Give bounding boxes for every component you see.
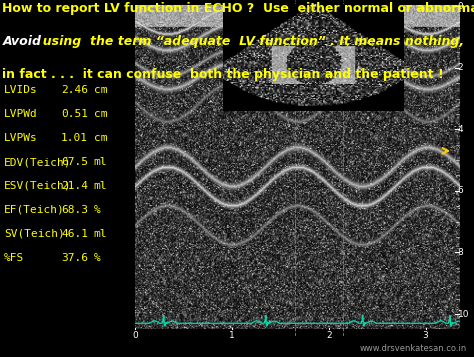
Text: 1.01: 1.01 bbox=[61, 133, 88, 143]
Text: ml: ml bbox=[94, 229, 107, 239]
Text: %: % bbox=[94, 253, 100, 263]
Text: ml: ml bbox=[94, 181, 107, 191]
Text: 21.4: 21.4 bbox=[61, 181, 88, 191]
Text: SV(Teich): SV(Teich) bbox=[4, 229, 65, 239]
Text: using  the term “adequate  LV function” . It means nothing,: using the term “adequate LV function” . … bbox=[34, 35, 464, 48]
Text: cm: cm bbox=[94, 133, 107, 143]
Text: 4: 4 bbox=[457, 125, 463, 134]
Text: 6: 6 bbox=[457, 186, 463, 195]
Text: LVPWd: LVPWd bbox=[4, 109, 38, 119]
Text: 0: 0 bbox=[457, 2, 463, 11]
Text: 2: 2 bbox=[457, 63, 463, 72]
Text: %: % bbox=[94, 205, 100, 215]
Text: 37.6: 37.6 bbox=[61, 253, 88, 263]
Text: Avoid: Avoid bbox=[2, 35, 41, 48]
Text: 2: 2 bbox=[326, 331, 332, 340]
Text: How to report LV function in ECHO ?  Use  either normal or abnormal.: How to report LV function in ECHO ? Use … bbox=[2, 2, 474, 15]
Text: 0: 0 bbox=[132, 331, 138, 340]
Text: LVPWs: LVPWs bbox=[4, 133, 38, 143]
Text: 68.3: 68.3 bbox=[61, 205, 88, 215]
Text: 10: 10 bbox=[457, 310, 469, 318]
Text: 46.1: 46.1 bbox=[61, 229, 88, 239]
Text: cm: cm bbox=[94, 109, 107, 119]
Text: 0.51: 0.51 bbox=[61, 109, 88, 119]
Text: 2.46: 2.46 bbox=[61, 85, 88, 95]
Text: www.drsvenkatesan.co.in: www.drsvenkatesan.co.in bbox=[360, 345, 467, 353]
Text: 8: 8 bbox=[457, 248, 463, 257]
Text: 67.5: 67.5 bbox=[61, 157, 88, 167]
Text: ESV(Teich): ESV(Teich) bbox=[4, 181, 72, 191]
Text: 3: 3 bbox=[423, 331, 428, 340]
Text: 1: 1 bbox=[229, 331, 235, 340]
Text: in fact . . .  it can confuse  both the physician and the patient !: in fact . . . it can confuse both the ph… bbox=[2, 68, 444, 81]
Text: LVIDs: LVIDs bbox=[4, 85, 38, 95]
Text: EF(Teich): EF(Teich) bbox=[4, 205, 65, 215]
Text: %FS: %FS bbox=[4, 253, 25, 263]
Text: EDV(Teich): EDV(Teich) bbox=[4, 157, 72, 167]
Text: cm: cm bbox=[94, 85, 107, 95]
Text: ml: ml bbox=[94, 157, 107, 167]
